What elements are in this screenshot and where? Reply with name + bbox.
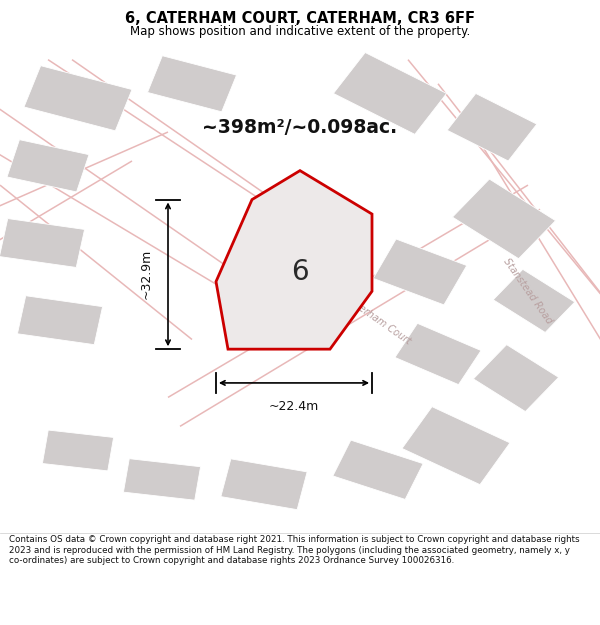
Polygon shape (124, 459, 200, 500)
Polygon shape (452, 179, 556, 259)
Polygon shape (493, 269, 575, 332)
Polygon shape (373, 239, 467, 305)
Polygon shape (447, 94, 537, 161)
Polygon shape (334, 52, 446, 134)
Polygon shape (333, 440, 423, 499)
Polygon shape (43, 430, 113, 471)
Text: Map shows position and indicative extent of the property.: Map shows position and indicative extent… (130, 24, 470, 38)
Polygon shape (24, 66, 132, 131)
Polygon shape (17, 296, 103, 344)
Text: Stanstead Road: Stanstead Road (502, 257, 554, 326)
Text: Caterham Court: Caterham Court (343, 294, 413, 347)
Polygon shape (473, 344, 559, 411)
Polygon shape (7, 139, 89, 192)
Text: Contains OS data © Crown copyright and database right 2021. This information is : Contains OS data © Crown copyright and d… (9, 535, 580, 565)
Polygon shape (216, 171, 372, 349)
Polygon shape (395, 323, 481, 384)
Text: 6, CATERHAM COURT, CATERHAM, CR3 6FF: 6, CATERHAM COURT, CATERHAM, CR3 6FF (125, 11, 475, 26)
Text: 6: 6 (291, 258, 309, 286)
Polygon shape (221, 459, 307, 509)
Polygon shape (148, 56, 236, 112)
Text: ~398m²/~0.098ac.: ~398m²/~0.098ac. (202, 118, 398, 137)
Text: ~32.9m: ~32.9m (140, 249, 153, 299)
Polygon shape (0, 219, 85, 268)
Text: ~22.4m: ~22.4m (269, 400, 319, 412)
Polygon shape (402, 407, 510, 484)
